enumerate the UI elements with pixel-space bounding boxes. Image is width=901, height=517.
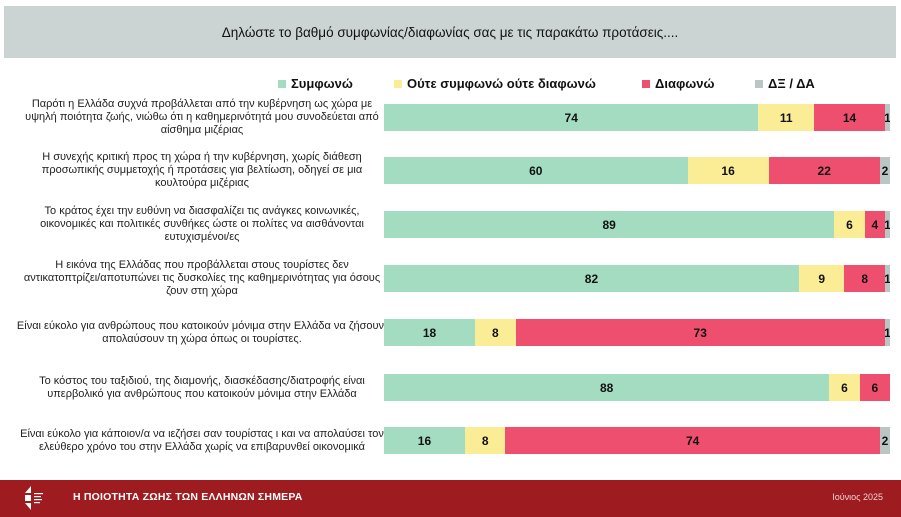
legend-label-disagree: Διαφωνώ [655, 76, 715, 91]
data-label: 8 [491, 325, 499, 340]
data-label: 22 [817, 163, 831, 178]
footer-title: Η ΠΟΙΟΤΗΤΑ ΖΩΗΣ ΤΩΝ ΕΛΛΗΝΩΝ ΣΗΜΕΡΑ [73, 491, 303, 503]
data-label: 4 [871, 217, 879, 232]
bar-segment: 73 [515, 319, 885, 346]
bar-segment: 74 [384, 104, 759, 131]
legend-label-neutral: Ούτε συμφωνώ ούτε διαφωνώ [407, 76, 596, 91]
bar-segment: 6 [829, 374, 860, 401]
legend-swatch-agree [278, 79, 286, 88]
data-label: 16 [721, 163, 735, 178]
data-label: 6 [871, 380, 879, 395]
bar-segment: 14 [814, 104, 885, 131]
bar-segment: 16 [687, 157, 769, 184]
category-label: Είναι εύκολο για ανθρώπους που κατοικούν… [16, 319, 388, 345]
bar-segment: 4 [864, 211, 885, 238]
legend-label-agree: Συμφωνώ [291, 76, 353, 91]
bar-segment: 1 [884, 319, 890, 346]
footer-date: Ιούνιος 2025 [832, 492, 883, 502]
data-label: 60 [529, 163, 543, 178]
data-label: 74 [564, 110, 578, 125]
bar-segment: 60 [384, 157, 688, 184]
bar-segment: 6 [859, 374, 890, 401]
bar-segment: 18 [384, 319, 476, 346]
legend: Συμφωνώ Ούτε συμφωνώ ούτε διαφωνώ Διαφων… [0, 76, 901, 94]
chart-title: Δηλώστε το βαθμό συμφωνίας/διαφωνίας σας… [221, 24, 679, 40]
legend-item-dk-na: ΔΞ / ΔΑ [755, 76, 815, 91]
category-label: Το κόστος του ταξιδιού, της διαμονής, δι… [39, 374, 365, 400]
data-label: 82 [584, 271, 599, 286]
data-label: 2 [881, 433, 889, 448]
bar-segment: 8 [844, 265, 885, 292]
bar-segment: 2 [879, 427, 890, 454]
bar-segment: 22 [768, 157, 880, 184]
data-label: 14 [842, 110, 857, 125]
legend-swatch-neutral [394, 79, 402, 88]
footer-bar: Η ΠΟΙΟΤΗΤΑ ΖΩΗΣ ΤΩΝ ΕΛΛΗΝΩΝ ΣΗΜΕΡΑ Ιούνι… [0, 480, 901, 517]
data-label: 1 [884, 271, 890, 286]
category-label: Η εικόνα της Ελλάδας που προβάλλεται στο… [23, 259, 381, 297]
data-label: 6 [846, 217, 853, 232]
category-label: Είναι εύκολο για κάποιον/α να ιεζήσει σα… [20, 427, 384, 453]
bar-segment: 16 [384, 427, 465, 454]
bar-segment: 8 [464, 427, 506, 454]
legend-label-dk-na: ΔΞ / ΔΑ [768, 76, 815, 91]
data-label: 2 [881, 163, 889, 178]
data-label: 89 [602, 217, 616, 232]
bar-segment: 1 [884, 211, 890, 238]
data-label: 73 [693, 325, 707, 340]
data-label: 8 [481, 433, 489, 448]
data-label: 1 [884, 110, 890, 125]
data-label: 1 [884, 217, 890, 232]
chart-header: Δηλώστε το βαθμό συμφωνίας/διαφωνίας σας… [4, 6, 896, 58]
category-label: Η συνεχής κριτική προς τη χώρα ή την κυβ… [41, 151, 363, 189]
data-label: 1 [884, 325, 890, 340]
data-label: 11 [779, 110, 793, 125]
bar-segment: 6 [834, 211, 865, 238]
bar-segment: 82 [384, 265, 799, 292]
bar-segment: 1 [884, 104, 890, 131]
bar-segment: 89 [384, 211, 835, 238]
legend-item-disagree: Διαφωνώ [642, 76, 714, 91]
legend-swatch-disagree [642, 79, 650, 88]
data-label: 6 [841, 380, 848, 395]
data-label: 74 [685, 433, 700, 448]
bar-segment: 8 [475, 319, 516, 346]
bar-segment: 2 [879, 157, 890, 184]
category-label: Παρότι η Ελλάδα συχνά προβάλλεται από τη… [25, 98, 379, 136]
data-label: 8 [861, 271, 869, 286]
legend-item-agree: Συμφωνώ [278, 76, 353, 91]
data-label: 18 [422, 325, 437, 340]
legend-item-neutral: Ούτε συμφωνώ ούτε διαφωνώ [394, 76, 596, 91]
bar-segment: 88 [384, 374, 830, 401]
category-label: Το κράτος έχει την ευθύνη να διασφαλίζει… [40, 205, 364, 243]
bar-segment: 1 [884, 265, 890, 292]
brand-logo-icon [25, 486, 43, 510]
data-label: 88 [599, 380, 614, 395]
data-label: 9 [818, 271, 826, 286]
data-label: 16 [417, 433, 432, 448]
bar-segment: 9 [798, 265, 845, 292]
bar-segment: 11 [758, 104, 815, 131]
legend-swatch-dk-na [755, 79, 763, 88]
bar-segment: 74 [505, 427, 880, 454]
